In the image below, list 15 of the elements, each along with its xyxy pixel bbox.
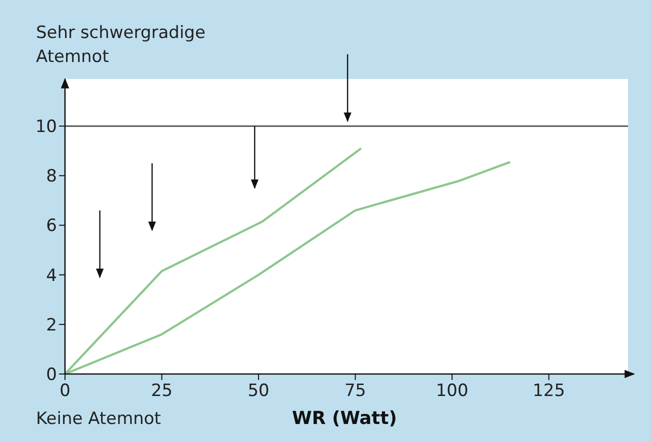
- y-tick-label: 2: [46, 315, 57, 336]
- x-tick-label: 125: [532, 381, 566, 401]
- text: Keine Atemnot: [36, 409, 162, 429]
- y-tick-label: 4: [46, 266, 57, 286]
- x-tick-label: 100: [436, 381, 468, 401]
- y-tick-label: 8: [46, 166, 57, 187]
- x-axis-title: WR (Watt): [292, 408, 398, 429]
- y-tick-label: 10: [35, 117, 57, 138]
- y-tick-label: 0: [46, 364, 57, 385]
- x-tick-label: 25: [150, 381, 173, 401]
- x-tick-label: 75: [344, 381, 366, 401]
- x-tick-label: 50: [248, 381, 270, 401]
- x-tick-label: 0: [60, 381, 70, 401]
- y-axis-title: Sehr schwergradige Atemnot: [36, 23, 206, 67]
- y-tick-label: 6: [46, 216, 57, 236]
